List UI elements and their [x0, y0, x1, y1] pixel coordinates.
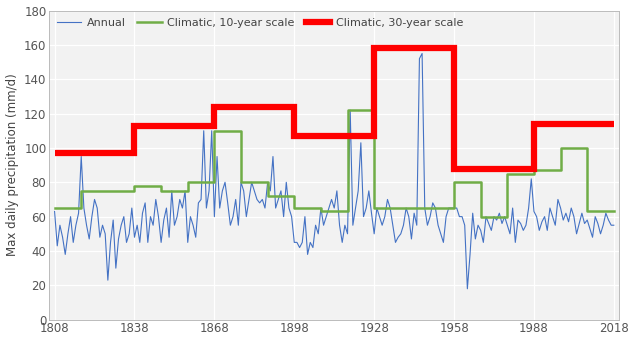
Y-axis label: Max daily precipitation (mm/d): Max daily precipitation (mm/d) [6, 74, 18, 256]
Legend: Annual, Climatic, 10-year scale, Climatic, 30-year scale: Annual, Climatic, 10-year scale, Climati… [55, 16, 465, 31]
